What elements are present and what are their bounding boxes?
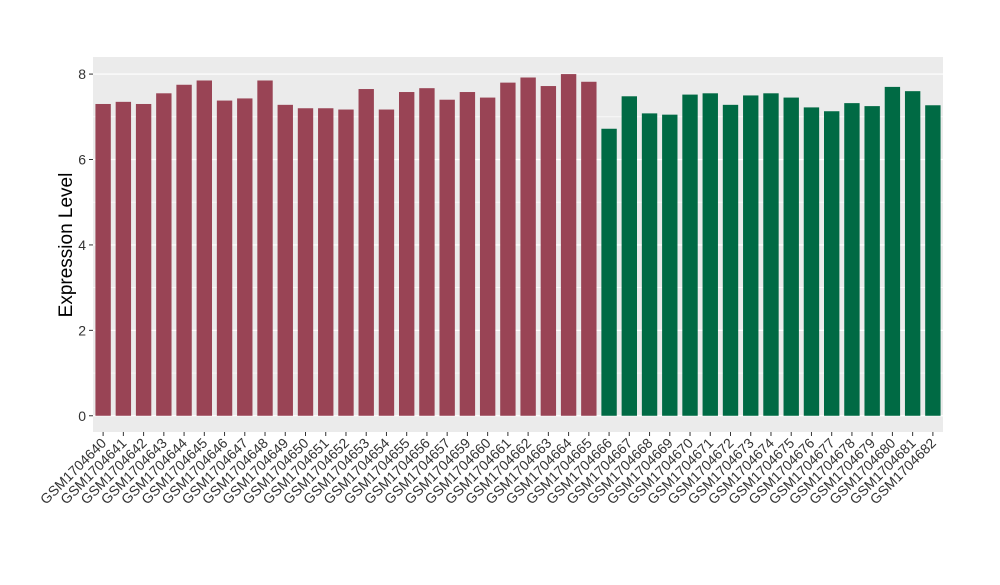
bar [297, 108, 314, 416]
bar [904, 91, 921, 416]
bar [621, 96, 637, 416]
bar [216, 100, 233, 416]
bar [196, 80, 212, 416]
bar [662, 114, 678, 416]
bar [95, 103, 111, 416]
bar [641, 113, 658, 416]
bar [884, 86, 901, 416]
bar [540, 86, 557, 416]
bar [722, 104, 739, 416]
bar [358, 89, 374, 416]
bar [743, 95, 759, 416]
bar [783, 97, 799, 416]
bar [925, 105, 941, 416]
bar [682, 94, 698, 416]
bar [237, 98, 253, 416]
bar [338, 109, 354, 416]
bar [176, 84, 192, 416]
bar [479, 97, 496, 416]
bar [803, 107, 820, 416]
bar [277, 104, 293, 416]
bar [439, 99, 455, 416]
bar [824, 111, 840, 416]
bar [763, 93, 779, 416]
bar [601, 128, 617, 416]
bar [500, 82, 516, 416]
bar [864, 106, 880, 416]
bar [318, 108, 334, 416]
bar [257, 80, 273, 416]
y-tick-label: 0 [78, 408, 86, 424]
y-axis-label: Expression Level [56, 173, 77, 318]
bar [520, 77, 536, 416]
bar [560, 74, 577, 416]
bar [135, 103, 152, 416]
bar [581, 81, 597, 416]
bar [115, 101, 132, 416]
bar [844, 103, 860, 416]
bar [702, 93, 718, 416]
y-tick-label: 8 [78, 66, 86, 82]
bar [399, 92, 415, 416]
y-tick-label: 2 [78, 322, 86, 338]
y-tick-label: 4 [78, 237, 86, 253]
bar [378, 109, 395, 416]
y-tick-label: 6 [78, 152, 86, 168]
bar [419, 88, 435, 416]
bar [459, 92, 476, 416]
bar [156, 93, 172, 416]
